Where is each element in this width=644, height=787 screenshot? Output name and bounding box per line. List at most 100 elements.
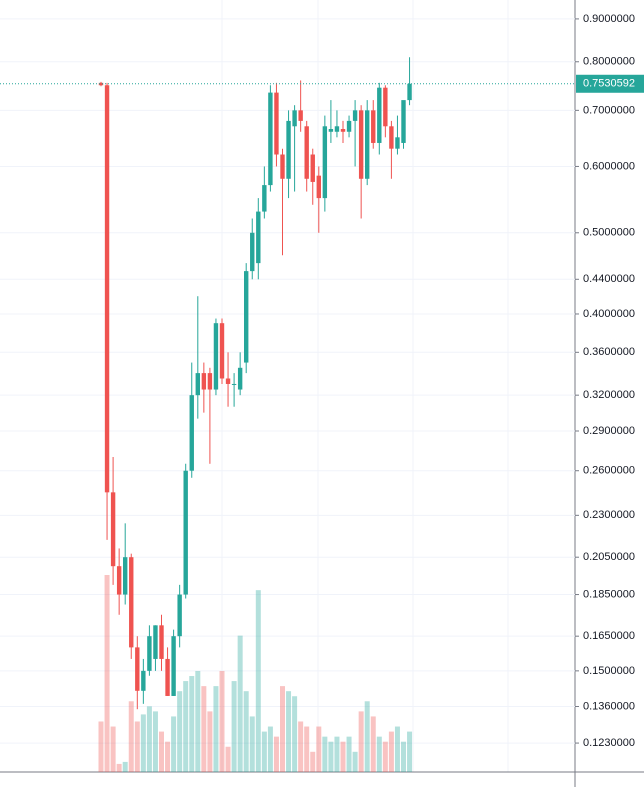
last-price-box [576, 74, 644, 93]
y-tick-label: 0.6000000 [583, 160, 635, 172]
y-tick-label: 0.3200000 [583, 389, 635, 401]
volume-bar [134, 721, 140, 772]
candle-body [129, 557, 134, 648]
candle-body [231, 383, 237, 385]
candle-body [389, 126, 394, 149]
volume-bar [328, 741, 334, 772]
last-price-label: 0.7530592 [583, 78, 635, 90]
y-tick-label: 0.8000000 [583, 56, 635, 68]
volume-bar [249, 716, 255, 772]
volume-bar [159, 731, 164, 772]
candle-body [183, 470, 188, 595]
volume-bar [334, 736, 340, 772]
candle-body [280, 154, 285, 179]
y-tick-label: 0.7000000 [583, 104, 635, 116]
y-tick-label: 0.1360000 [583, 700, 635, 712]
volume-bar [171, 716, 177, 772]
candle-body [135, 647, 140, 691]
volume-bar [195, 670, 201, 772]
candle-body [328, 129, 334, 132]
candle-body [340, 129, 346, 132]
candle-body [110, 492, 116, 567]
volume-bar [394, 726, 400, 772]
candle-body [189, 395, 194, 471]
volume-bar [110, 726, 116, 772]
candle-body [123, 557, 128, 595]
volume-bar [213, 686, 219, 772]
candle-body [201, 373, 207, 390]
candle-body [237, 367, 243, 390]
y-tick-label: 0.2300000 [583, 509, 635, 521]
candle-body [407, 83, 412, 101]
volume-bar [280, 686, 285, 772]
candle-body [310, 154, 315, 182]
volume-bar [261, 731, 267, 772]
volume-bar [183, 681, 189, 772]
candle-body [322, 126, 328, 199]
candle-body [268, 92, 273, 186]
volume-bar [316, 726, 322, 772]
volume-bar [104, 575, 110, 772]
y-tick-label: 0.4400000 [583, 273, 635, 285]
candle-body [141, 670, 146, 691]
volume-bar [388, 731, 394, 772]
volume-bar [310, 751, 316, 772]
candle-body [171, 636, 176, 696]
candle-body [159, 625, 164, 659]
candle-body [365, 110, 370, 179]
volume-bar [346, 736, 352, 772]
volume-bar [189, 676, 195, 772]
candle-body [371, 110, 376, 143]
volume-bar [152, 711, 158, 772]
volume-bar [177, 691, 183, 772]
candle-body [352, 110, 358, 121]
volume-bar [219, 670, 225, 772]
candle-body [298, 110, 303, 121]
y-tick-label: 0.2600000 [583, 465, 635, 477]
volume-bar [401, 741, 406, 772]
candle-body [225, 378, 231, 384]
y-tick-label: 0.1850000 [583, 588, 635, 600]
volume-bar [140, 714, 146, 772]
volume-bar [340, 741, 346, 772]
y-tick-label: 0.2900000 [583, 425, 635, 437]
volume-bar [298, 721, 304, 772]
candle-body [334, 126, 340, 132]
candle-body [358, 110, 364, 179]
y-tick-label: 0.4000000 [583, 308, 635, 320]
candle-body [104, 85, 110, 493]
y-tick-label: 0.2050000 [583, 551, 635, 563]
candle-body [244, 271, 249, 363]
candle-body [177, 594, 182, 637]
candle-body [401, 100, 406, 143]
candle-body [250, 232, 255, 272]
volume-bar [201, 686, 207, 772]
y-tick-label: 0.3600000 [583, 346, 635, 358]
candle-body [256, 211, 261, 264]
candle-body [116, 566, 122, 595]
volume-bar [322, 736, 328, 772]
volume-bar [267, 726, 273, 772]
volume-bar [146, 706, 152, 772]
volume-bar [122, 761, 128, 772]
volume-bar [243, 691, 249, 772]
volume-bar [286, 691, 292, 772]
candle-body [377, 87, 382, 143]
candle-body [147, 636, 152, 671]
volume-bar [207, 711, 213, 772]
y-tick-label: 0.9000000 [583, 13, 635, 25]
volume-bar [304, 726, 310, 772]
y-tick-label: 0.1650000 [583, 630, 635, 642]
candle-body [207, 373, 213, 390]
candle-body [395, 137, 400, 149]
volume-bar [116, 763, 122, 772]
volume-bar [165, 741, 171, 772]
volume-bar [352, 751, 358, 772]
volume-bar [382, 741, 388, 772]
y-tick-label: 0.1500000 [583, 665, 635, 677]
candle-body [304, 126, 309, 179]
volume-bar [273, 736, 279, 772]
volume-bar [370, 716, 376, 772]
volume-bar [225, 746, 231, 772]
